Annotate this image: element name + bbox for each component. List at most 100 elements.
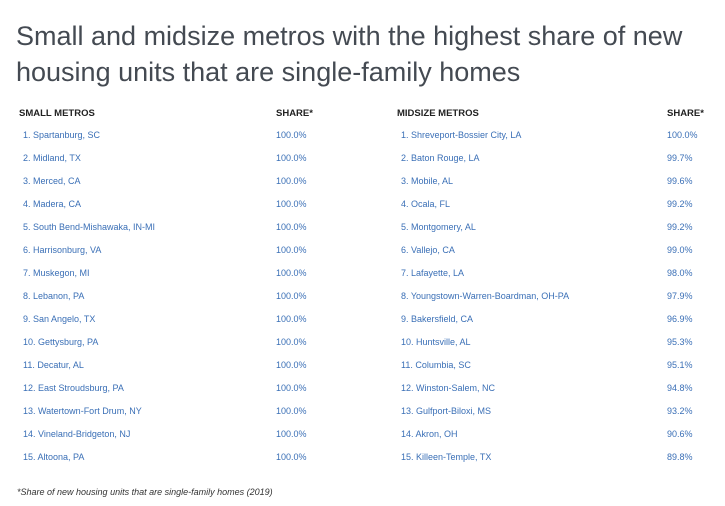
metro-name: 8. Lebanon, PA [23,291,85,301]
metro-name: 12. East Stroudsburg, PA [23,383,124,393]
metro-name: 7. Muskegon, MI [23,268,90,278]
metro-name: 15. Killeen-Temple, TX [401,452,492,462]
column-header-share: SHARE* [276,108,313,119]
page-title: Small and midsize metros with the highes… [16,21,683,87]
metro-name: 4. Madera, CA [23,199,82,209]
table-row: 15. Killeen-Temple, TX 89.8% [397,444,709,467]
metro-name: 13. Watertown-Fort Drum, NY [23,406,142,416]
table-row: 13. Watertown-Fort Drum, NY 100.0% [19,398,337,421]
share-value: 100.0% [276,452,307,462]
metro-name: 11. Columbia, SC [401,360,471,370]
share-value: 99.0% [667,245,693,255]
column-header-metro: MIDSIZE METROS [397,108,479,119]
share-value: 90.6% [667,429,693,439]
share-value: 95.1% [667,360,693,370]
share-value: 99.6% [667,176,693,186]
midsize-metros-table: MIDSIZE METROS SHARE* 1. Shreveport-Bossie… [397,104,709,467]
table-row: 7. Muskegon, MI 100.0% [19,260,337,283]
share-value: 100.0% [276,245,307,255]
share-value: 100.0% [276,176,307,186]
share-value: 99.2% [667,222,693,232]
table-row: 9. Bakersfield, CA 96.9% [397,306,709,329]
share-value: 100.0% [276,199,307,209]
table-row: 10. Gettysburg, PA 100.0% [19,329,337,352]
metro-name: 9. San Angelo, TX [23,314,96,324]
share-value: 89.8% [667,452,693,462]
metro-name: 7. Lafayette, LA [401,268,465,278]
footnote: *Share of new housing units that are sin… [17,487,273,497]
share-value: 100.0% [276,268,307,278]
share-value: 94.8% [667,383,693,393]
share-value: 97.9% [667,291,693,301]
metro-name: 5. Montgomery, AL [401,222,476,232]
metro-name: 3. Merced, CA [23,176,81,186]
share-value: 100.0% [667,130,698,140]
table-row: 13. Gulfport-Biloxi, MS 93.2% [397,398,709,421]
table-row: 2. Baton Rouge, LA 99.7% [397,145,709,168]
metro-name: 2. Midland, TX [23,153,81,163]
share-value: 100.0% [276,406,307,416]
table-row: 11. Decatur, AL 100.0% [19,352,337,375]
metro-name: 5. South Bend-Mishawaka, IN-MI [23,222,156,232]
share-value: 100.0% [276,360,307,370]
metro-name: 14. Akron, OH [401,429,458,439]
share-value: 98.0% [667,268,693,278]
share-value: 95.3% [667,337,693,347]
table-row: 12. Winston-Salem, NC 94.8% [397,375,709,398]
share-value: 100.0% [276,291,307,301]
table-row: 1. Shreveport-Bossier City, LA 100.0% [397,122,709,145]
metro-name: 1. Shreveport-Bossier City, LA [401,130,522,140]
table-row: 4. Madera, CA 100.0% [19,191,337,214]
share-value: 99.2% [667,199,693,209]
share-value: 100.0% [276,383,307,393]
metro-name: 1. Spartanburg, SC [23,130,101,140]
share-value: 100.0% [276,222,307,232]
share-value: 93.2% [667,406,693,416]
share-value: 100.0% [276,337,307,347]
table-header: MIDSIZE METROS SHARE* [397,104,709,122]
metro-name: 11. Decatur, AL [23,360,84,370]
table-row: 4. Ocala, FL 99.2% [397,191,709,214]
metro-name: 2. Baton Rouge, LA [401,153,480,163]
metro-name: 14. Vineland-Bridgeton, NJ [23,429,131,439]
table-row: 3. Mobile, AL 99.6% [397,168,709,191]
metro-name: 4. Ocala, FL [401,199,451,209]
metro-name: 12. Winston-Salem, NC [401,383,496,393]
table-row: 6. Harrisonburg, VA 100.0% [19,237,337,260]
metro-name: 3. Mobile, AL [401,176,454,186]
table-row: 14. Akron, OH 90.6% [397,421,709,444]
table-row: 2. Midland, TX 100.0% [19,145,337,168]
table-header: SMALL METROS SHARE* [19,104,337,122]
table-row: 14. Vineland-Bridgeton, NJ 100.0% [19,421,337,444]
table-row: 8. Youngstown-Warren-Boardman, OH-PA 97.9… [397,283,709,306]
share-value: 100.0% [276,130,307,140]
table-row: 1. Spartanburg, SC 100.0% [19,122,337,145]
table-row: 6. Vallejo, CA 99.0% [397,237,709,260]
table-row: 5. Montgomery, AL 99.2% [397,214,709,237]
table-row: 15. Altoona, PA 100.0% [19,444,337,467]
table-row: 7. Lafayette, LA 98.0% [397,260,709,283]
share-value: 96.9% [667,314,693,324]
share-value: 100.0% [276,314,307,324]
table-row: 5. South Bend-Mishawaka, IN-MI 100.0% [19,214,337,237]
share-value: 100.0% [276,429,307,439]
table-row: 11. Columbia, SC 95.1% [397,352,709,375]
metro-name: 6. Vallejo, CA [401,245,455,255]
table-row: 3. Merced, CA 100.0% [19,168,337,191]
table-row: 12. East Stroudsburg, PA 100.0% [19,375,337,398]
metro-name: 10. Huntsville, AL [401,337,471,347]
metro-name: 9. Bakersfield, CA [401,314,474,324]
metro-name: 6. Harrisonburg, VA [23,245,102,255]
metro-name: 8. Youngstown-Warren-Boardman, OH-PA [401,291,570,301]
share-value: 100.0% [276,153,307,163]
share-value: 99.7% [667,153,693,163]
metro-name: 13. Gulfport-Biloxi, MS [401,406,492,416]
metro-name: 10. Gettysburg, PA [23,337,99,347]
column-header-metro: SMALL METROS [19,108,95,119]
column-header-share: SHARE* [667,108,704,119]
small-metros-table: SMALL METROS SHARE* 1. Spartanburg, SC 100.… [19,104,337,467]
table-row: 10. Huntsville, AL 95.3% [397,329,709,352]
table-row: 9. San Angelo, TX 100.0% [19,306,337,329]
table-row: 8. Lebanon, PA 100.0% [19,283,337,306]
metro-name: 15. Altoona, PA [23,452,85,462]
